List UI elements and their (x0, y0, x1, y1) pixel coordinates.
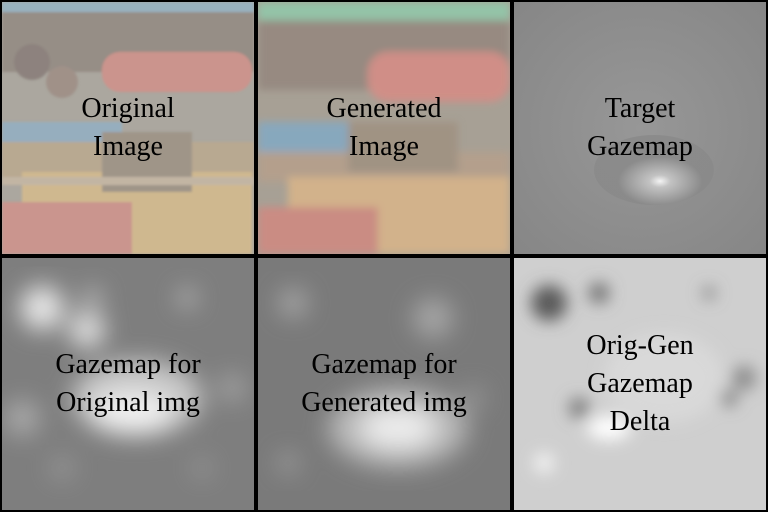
gazemap-original-panel: Gazemap for Original img (2, 258, 254, 510)
gazemap-generated-panel: Gazemap for Generated img (258, 258, 510, 510)
original-image-panel: Original Image (2, 2, 254, 254)
gazemap-original (2, 258, 254, 510)
target-gazemap-panel: Target Gazemap (514, 2, 766, 254)
target-gazemap (514, 2, 766, 254)
gazemap-delta (514, 258, 766, 510)
generated-image (258, 2, 510, 254)
gazemap-generated (258, 258, 510, 510)
generated-image-panel: Generated Image (258, 2, 510, 254)
gazemap-delta-panel: Orig-Gen Gazemap Delta (514, 258, 766, 510)
original-image (2, 2, 254, 254)
